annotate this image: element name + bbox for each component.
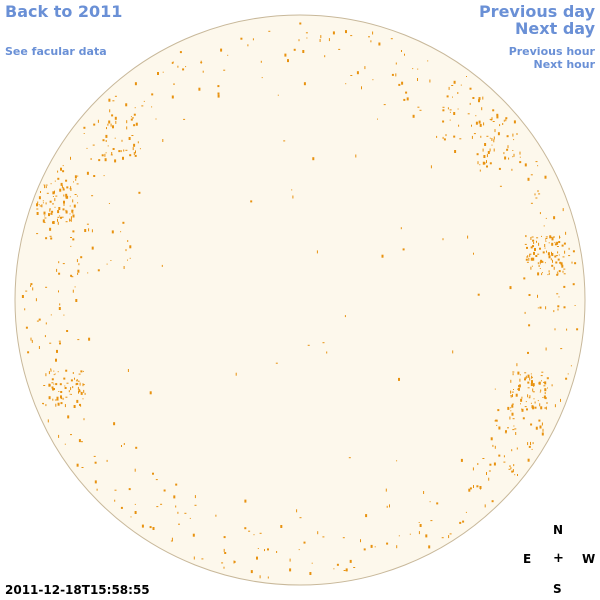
compass-west-label: W xyxy=(582,552,596,566)
faculae-layer xyxy=(21,22,579,579)
solar-disk xyxy=(14,14,586,586)
back-to-year-link[interactable]: Back to 2011 xyxy=(5,2,123,21)
compass-center-cross-icon: + xyxy=(553,551,564,566)
see-facular-data-link[interactable]: See facular data xyxy=(5,45,107,58)
compass-east-label: E xyxy=(523,552,532,566)
previous-day-link[interactable]: Previous day xyxy=(478,2,595,21)
previous-hour-link[interactable]: Previous hour xyxy=(508,45,595,58)
compass-south-label: S xyxy=(553,582,562,596)
next-hour-link[interactable]: Next hour xyxy=(533,58,596,71)
next-day-link[interactable]: Next day xyxy=(515,19,595,38)
compass-north-label: N xyxy=(553,523,564,537)
observation-timestamp: 2011-12-18T15:58:55 xyxy=(5,583,150,597)
